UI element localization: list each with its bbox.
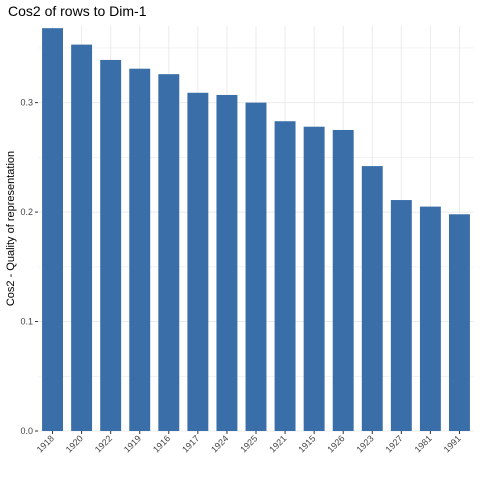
x-tick-label: 1917: [180, 433, 201, 454]
bar-1919: [129, 69, 150, 431]
bar-1925: [246, 103, 267, 431]
bar-1926: [333, 130, 354, 431]
bar-1918: [42, 28, 63, 431]
bar-1923: [362, 166, 383, 431]
y-axis-title: Cos2 - Quality of representation: [5, 151, 17, 306]
x-tick-label: 1981: [413, 433, 434, 454]
bar-1922: [100, 60, 121, 431]
bar-1916: [158, 74, 179, 431]
x-tick-label: 1920: [64, 433, 85, 454]
bar-1921: [275, 121, 296, 431]
bar-1991: [449, 214, 470, 431]
x-tick-label: 1919: [122, 433, 143, 454]
x-tick-label: 1924: [209, 433, 230, 454]
bar-1920: [71, 45, 92, 431]
bar-1917: [187, 93, 208, 431]
y-tick-label: 0.0: [20, 426, 33, 436]
bar-1924: [216, 95, 237, 431]
x-tick-label: 1921: [267, 433, 288, 454]
x-tick-label: 1915: [296, 433, 317, 454]
y-tick-label: 0.1: [20, 317, 33, 327]
x-tick-label: 1925: [238, 433, 259, 454]
bar-1927: [391, 200, 412, 431]
x-tick-label: 1918: [35, 433, 56, 454]
x-tick-label: 1991: [442, 433, 463, 454]
x-tick-label: 1923: [354, 433, 375, 454]
x-tick-label: 1922: [93, 433, 114, 454]
bar-1915: [304, 127, 325, 431]
bar-1981: [420, 207, 441, 431]
x-axis-ticks: 1918 1920 1922 1919 1916 1917 1924 1925 1921 1915…: [35, 431, 463, 455]
x-tick-label: 1927: [384, 433, 405, 454]
y-tick-label: 0.3: [20, 98, 33, 108]
x-tick-label: 1926: [325, 433, 346, 454]
y-tick-label: 0.2: [20, 207, 33, 217]
x-tick-label: 1916: [151, 433, 172, 454]
y-axis-ticks: 0.0 0.1 0.2 0.3: [20, 98, 38, 436]
